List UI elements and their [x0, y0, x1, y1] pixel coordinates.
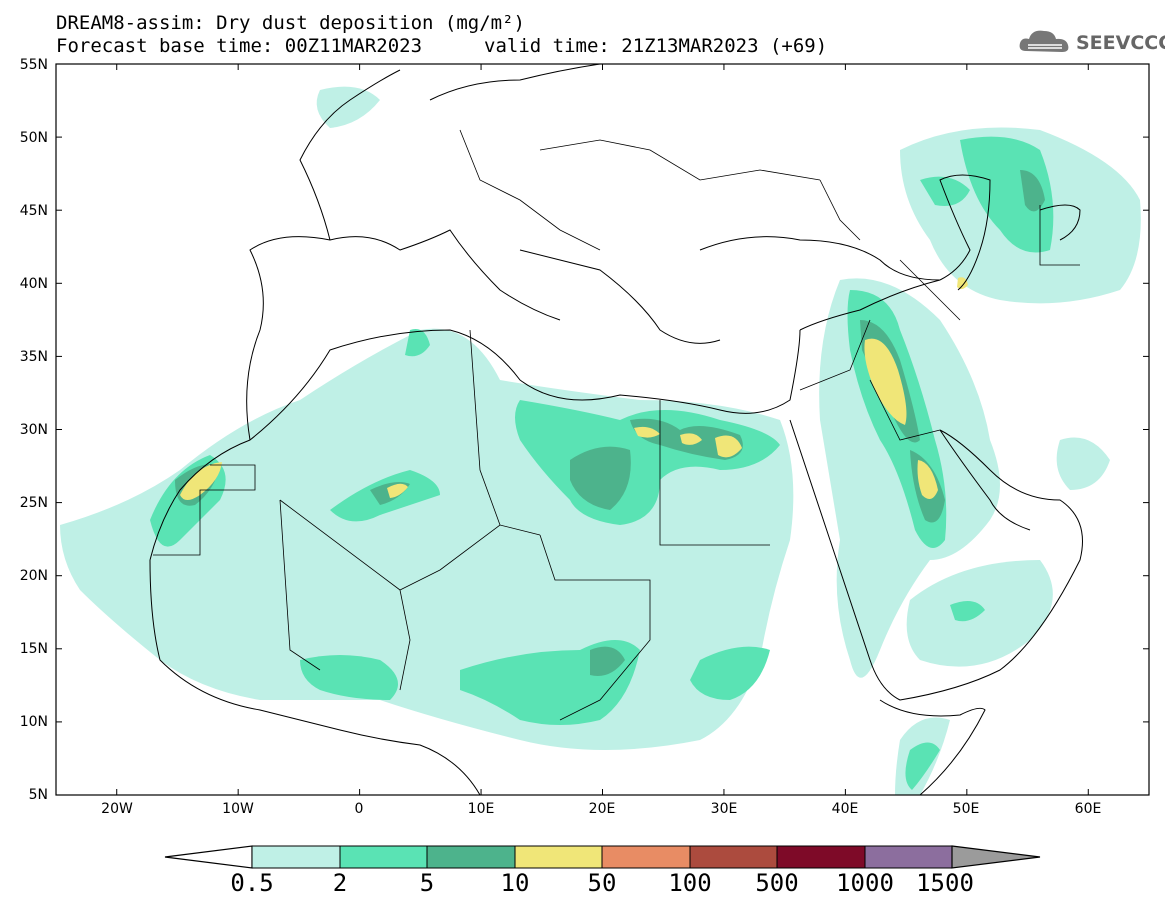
- lon-label-20w: 20W: [101, 801, 133, 817]
- lon-label-40e: 40E: [832, 801, 859, 817]
- colorbar-bin-2: [426, 845, 516, 869]
- lon-label-10e: 10E: [468, 801, 495, 817]
- map-title: DREAM8-assim: Dry dust deposition (mg/m²…: [56, 12, 525, 34]
- lat-label-25n: 25N: [20, 495, 48, 511]
- colorbar-label-1000: 1000: [836, 869, 894, 897]
- colorbar-label-2: 2: [332, 869, 348, 897]
- lat-label-15n: 15N: [20, 641, 48, 657]
- cloud-logo-icon: [1019, 30, 1069, 52]
- lon-label-60e: 60E: [1075, 801, 1102, 817]
- longitude-labels: 20W 10W 0 10E 20E 30E 40E 50E 60E: [101, 801, 1101, 817]
- colorbar-over-arrow: [951, 845, 1041, 869]
- colorbar-label-0.5: 0.5: [230, 869, 274, 897]
- colorbar-label-50: 50: [587, 869, 617, 897]
- colorbar-under-arrow: [164, 845, 253, 869]
- lat-label-30n: 30N: [20, 422, 48, 438]
- lat-label-20n: 20N: [20, 568, 48, 584]
- colorbar-label-5: 5: [419, 869, 435, 897]
- colorbar-label-500: 500: [755, 869, 799, 897]
- forecast-base-time: Forecast base time: 00Z11MAR2023: [56, 35, 423, 57]
- lon-label-50e: 50E: [953, 801, 980, 817]
- lat-label-55n: 55N: [20, 57, 48, 73]
- lat-label-35n: 35N: [20, 349, 48, 365]
- dust-contours: [60, 86, 1141, 795]
- lat-label-45n: 45N: [20, 203, 48, 219]
- longitude-ticks: [116, 64, 1089, 795]
- lon-label-0: 0: [355, 801, 364, 817]
- lat-label-10n: 10N: [20, 714, 48, 730]
- country-borders: [153, 129, 1080, 721]
- colorbar-bin-7: [864, 845, 953, 869]
- colorbar-label-100: 100: [668, 869, 712, 897]
- colorbar-label-1500: 1500: [916, 869, 974, 897]
- colorbar-bin-5: [689, 845, 778, 869]
- lat-label-50n: 50N: [20, 130, 48, 146]
- logo-text: SEEVCCC: [1076, 32, 1165, 54]
- lon-label-10w: 10W: [222, 801, 254, 817]
- colorbar-bin-3: [514, 845, 603, 869]
- latitude-labels: 55N 50N 45N 40N 35N 30N 25N 20N 15N 10N …: [20, 57, 48, 803]
- lon-label-30e: 30E: [711, 801, 738, 817]
- colorbar-bin-1: [339, 845, 428, 869]
- lat-label-40n: 40N: [20, 276, 48, 292]
- latitude-ticks: [56, 63, 1149, 796]
- colorbar-bin-0: [251, 845, 341, 869]
- colorbar-bin-6: [776, 845, 866, 869]
- lon-label-20e: 20E: [589, 801, 616, 817]
- colorbar-label-10: 10: [500, 869, 530, 897]
- colorbar: [164, 845, 1041, 869]
- colorbar-bin-4: [601, 845, 691, 869]
- lat-label-5n: 5N: [29, 787, 48, 803]
- valid-time: valid time: 21Z13MAR2023 (+69): [484, 35, 828, 57]
- coastlines: [149, 64, 1083, 795]
